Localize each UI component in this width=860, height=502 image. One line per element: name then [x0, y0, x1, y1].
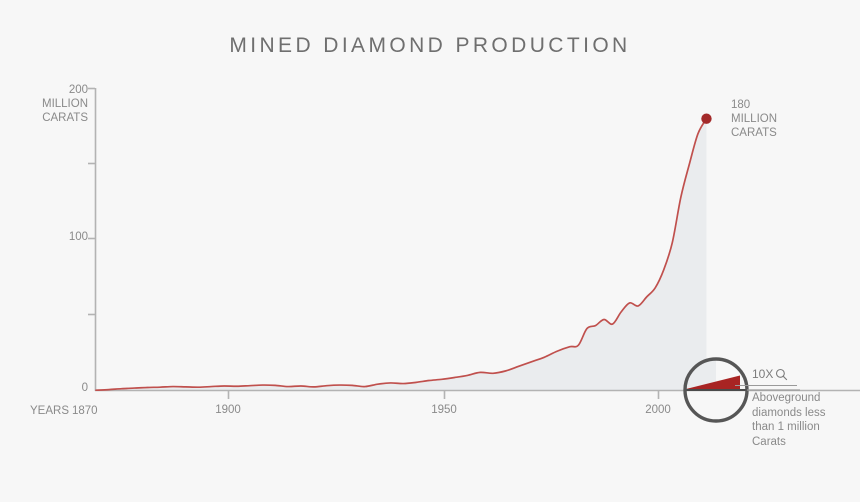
magnifying-glass-icon: [775, 368, 788, 381]
endpoint-dot: [701, 113, 712, 124]
y-axis-mid-label: 100: [68, 231, 88, 243]
x-axis-start-label: 1870: [72, 405, 98, 417]
magnifier-caption: Aboveground diamonds less than 1 million…: [752, 392, 826, 448]
chart-title: MINED DIAMOND PRODUCTION: [229, 34, 631, 57]
x-axis-tick-label-1900: 1900: [215, 404, 241, 416]
magnifier-divider: [735, 385, 797, 386]
x-axis-tick-label-1950: 1950: [431, 404, 457, 416]
magnifier-ratio-row: 10X: [752, 366, 856, 382]
y-axis-zero-label: 0: [81, 382, 88, 394]
y-axis-top-label: 200 MILLION CARATS: [41, 84, 88, 124]
magnifier-wedge: [685, 375, 740, 390]
endpoint-value-label: 180 MILLION CARATS: [731, 99, 778, 139]
magnifier-ratio-label: 10X: [752, 367, 774, 381]
x-axis-tick-label-2000: 2000: [645, 404, 671, 416]
magnifier-note: 10X Aboveground diamonds less than 1 mil…: [735, 366, 856, 449]
series-line: [95, 117, 708, 392]
x-axis-years-caption: YEARS: [30, 405, 69, 417]
series-area-fill: [96, 118, 707, 391]
